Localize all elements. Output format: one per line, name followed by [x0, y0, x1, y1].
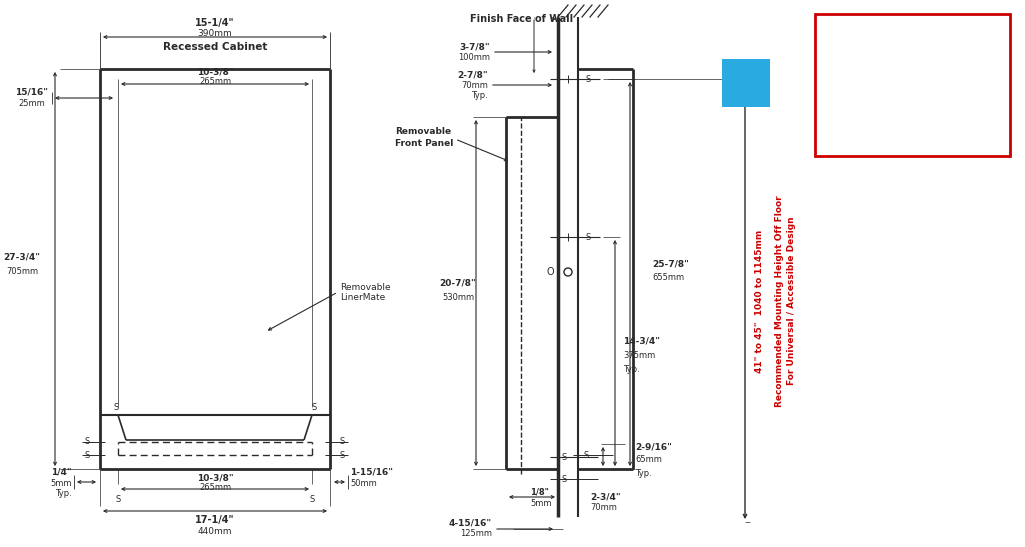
Text: S: S	[340, 451, 345, 459]
Text: S: S	[310, 494, 315, 503]
Text: S: S	[312, 403, 317, 411]
Text: 15/16": 15/16"	[15, 88, 48, 96]
Text: S: S	[116, 494, 121, 503]
Text: 5mm: 5mm	[530, 498, 551, 508]
Text: 705mm: 705mm	[6, 266, 38, 276]
Text: 27-3/4": 27-3/4"	[3, 253, 41, 261]
Text: 2-7/8": 2-7/8"	[457, 71, 488, 79]
Text: Typ.: Typ.	[55, 490, 72, 498]
Text: Typ.: Typ.	[636, 468, 652, 478]
Text: S: S	[562, 474, 567, 484]
Text: Typ.: Typ.	[623, 364, 640, 374]
Text: 5mm: 5mm	[50, 479, 72, 487]
Text: LinerMate: LinerMate	[340, 294, 385, 302]
Bar	[722, 59, 770, 107]
Text: 440mm: 440mm	[198, 527, 233, 536]
Text: 1/4": 1/4"	[51, 468, 72, 476]
Text: 2-9/16": 2-9/16"	[636, 443, 671, 451]
Text: S: S	[586, 74, 591, 84]
Text: 20-7/8": 20-7/8"	[440, 278, 477, 288]
Text: Rough Wall Opening: Rough Wall Opening	[836, 24, 988, 37]
Text: 15-1/4": 15-1/4"	[195, 18, 235, 28]
Text: 265mm: 265mm	[199, 484, 231, 492]
Text: 70mm: 70mm	[461, 80, 488, 90]
Text: 15-7/8" (405mm) wide: 15-7/8" (405mm) wide	[846, 48, 979, 61]
Text: 17-1/4": 17-1/4"	[195, 515, 235, 525]
Text: 50mm: 50mm	[350, 479, 377, 487]
Text: ♿: ♿	[737, 73, 754, 92]
Text: S: S	[85, 438, 90, 446]
Text: 25-7/8": 25-7/8"	[652, 259, 689, 269]
Text: 10-3/8": 10-3/8"	[197, 67, 234, 77]
Text: S: S	[584, 451, 589, 459]
Text: 100mm: 100mm	[458, 53, 490, 61]
Text: 4" (100mm) minimum: 4" (100mm) minimum	[847, 95, 978, 108]
Text: 26-1/4" (665mm) high: 26-1/4" (665mm) high	[847, 72, 978, 85]
Text: 375mm: 375mm	[623, 351, 655, 359]
Text: Front Panel: Front Panel	[395, 139, 453, 148]
Text: 25mm: 25mm	[18, 98, 45, 108]
Text: 125mm: 125mm	[460, 529, 492, 538]
Text: 2-3/4": 2-3/4"	[590, 492, 620, 502]
Text: For Universal / Accessible Design: For Universal / Accessible Design	[787, 217, 796, 385]
Text: Removable: Removable	[395, 127, 451, 137]
Text: O: O	[546, 267, 554, 277]
Text: 3-7/8": 3-7/8"	[459, 43, 490, 51]
Text: 10-3/8": 10-3/8"	[197, 474, 234, 482]
Text: 1/8": 1/8"	[530, 487, 548, 497]
Text: 14-3/4": 14-3/4"	[623, 336, 660, 346]
Text: S: S	[85, 451, 90, 459]
Text: 655mm: 655mm	[652, 274, 684, 282]
Text: Finish Face of Wall: Finish Face of Wall	[470, 14, 573, 24]
Text: recessed depth: recessed depth	[867, 119, 957, 132]
Text: S: S	[114, 403, 119, 411]
Text: 1-15/16": 1-15/16"	[350, 468, 393, 476]
Text: S: S	[586, 232, 591, 241]
Text: S: S	[562, 452, 567, 462]
Text: 70mm: 70mm	[590, 503, 617, 511]
Text: Recommended Mounting Height Off Floor: Recommended Mounting Height Off Floor	[776, 195, 784, 407]
Text: 41" to 45"  1040 to 1145mm: 41" to 45" 1040 to 1145mm	[755, 229, 765, 373]
Text: 4-15/16": 4-15/16"	[449, 519, 492, 527]
Text: 265mm: 265mm	[199, 78, 231, 86]
Text: 65mm: 65mm	[636, 456, 662, 464]
Text: Recessed Cabinet: Recessed Cabinet	[163, 42, 268, 52]
Text: 390mm: 390mm	[198, 28, 233, 38]
Text: Removable: Removable	[340, 282, 391, 292]
Text: S: S	[340, 438, 345, 446]
Text: 530mm: 530mm	[442, 294, 474, 302]
Text: Typ.: Typ.	[472, 90, 488, 100]
